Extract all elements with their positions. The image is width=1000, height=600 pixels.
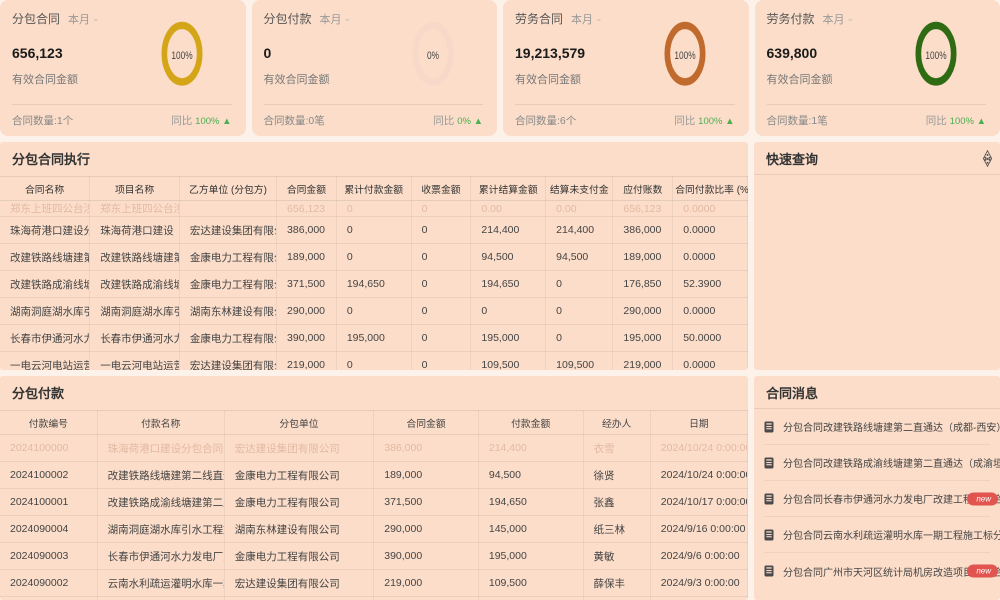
- svg-text:0%: 0%: [427, 50, 439, 62]
- svg-text:100%: 100%: [674, 50, 696, 62]
- svg-text:100%: 100%: [171, 50, 193, 62]
- svg-text:100%: 100%: [925, 50, 947, 62]
